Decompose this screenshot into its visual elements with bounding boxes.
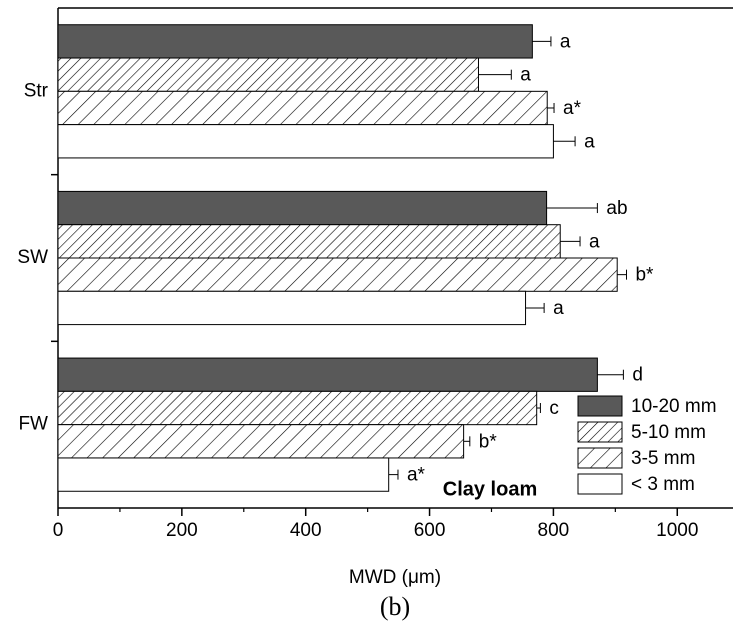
x-tick-label: 200 (166, 520, 198, 541)
significance-label: b* (479, 431, 498, 452)
bar (57, 57, 479, 92)
legend-swatch (577, 473, 623, 495)
legend-label: < 3 mm (631, 474, 695, 495)
bar (57, 24, 533, 59)
significance-label: a (520, 65, 531, 86)
x-tick-label: 600 (414, 520, 446, 541)
y-tick-label: SW (17, 247, 48, 268)
y-tick-label: Str (24, 80, 49, 101)
significance-label: a (560, 31, 571, 52)
x-tick-label: 400 (290, 520, 322, 541)
x-tick-label: 1000 (656, 520, 698, 541)
bar (57, 257, 618, 292)
significance-label: c (549, 398, 559, 419)
y-tick-label: FW (18, 414, 48, 435)
significance-label: a (589, 231, 600, 252)
panel-label: (b) (380, 592, 410, 621)
annotation: Clay loam (443, 478, 537, 500)
x-tick-label: 800 (538, 520, 570, 541)
bar (57, 190, 548, 226)
legend-label: 5-10 mm (631, 422, 706, 443)
legend-swatch (577, 447, 623, 469)
bar (57, 224, 561, 259)
bar (57, 390, 538, 426)
bar (57, 424, 465, 459)
bar (57, 90, 548, 126)
significance-label: a (553, 298, 564, 319)
significance-label: a (584, 131, 595, 152)
bar (57, 457, 390, 492)
significance-label: ab (606, 198, 627, 219)
x-tick-label: 0 (53, 520, 64, 541)
bar (57, 290, 527, 326)
significance-label: a* (407, 465, 426, 486)
legend-label: 10-20 mm (631, 396, 717, 417)
significance-label: b* (635, 265, 654, 286)
legend-swatch (577, 421, 623, 443)
bar (57, 124, 554, 159)
legend-swatch (577, 395, 623, 417)
x-axis-label: MWD (μm) (349, 567, 441, 588)
legend-label: 3-5 mm (631, 448, 695, 469)
significance-label: d (632, 365, 643, 386)
significance-label: a* (563, 98, 582, 119)
bar (57, 357, 598, 392)
